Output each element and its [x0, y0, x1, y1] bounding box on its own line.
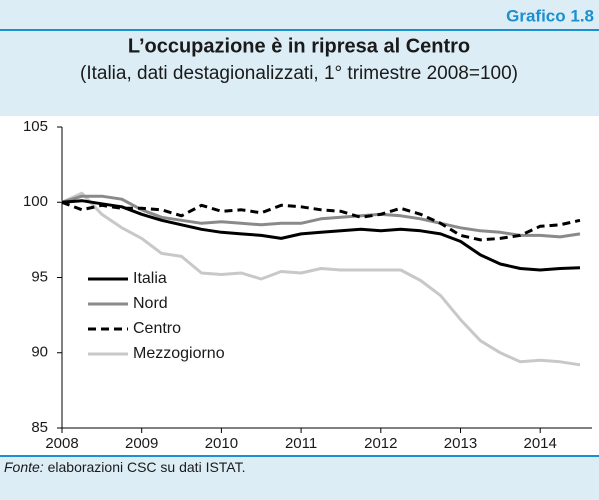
- y-tick-label: 90: [31, 344, 48, 361]
- series-line: [61, 194, 581, 239]
- x-tick-label: 2014: [524, 435, 557, 452]
- legend-label: Nord: [133, 295, 168, 312]
- y-tick-label: 85: [31, 419, 48, 436]
- x-tick-label: 2011: [285, 435, 317, 452]
- chart-title: L’occupazione è in ripresa al Centro: [128, 35, 470, 57]
- x-tick-label: 2013: [444, 435, 477, 452]
- x-tick-label: 2010: [205, 435, 238, 452]
- y-tick-label: 105: [23, 118, 48, 135]
- source: Fonte: elaborazioni CSC su dati ISTAT.: [4, 459, 246, 475]
- chart-subtitle: (Italia, dati destagionalizzati, 1° trim…: [80, 63, 518, 84]
- series-line: [61, 199, 581, 272]
- x-tick-label: 2009: [125, 435, 158, 452]
- y-tick-label: 100: [23, 193, 48, 210]
- legend-label: Mezzogiorno: [133, 345, 225, 362]
- legend-label: Italia: [133, 270, 167, 287]
- source-text: elaborazioni CSC su dati ISTAT.: [48, 459, 246, 475]
- source-label: Fonte:: [4, 459, 44, 475]
- legend-label: Centro: [133, 320, 181, 337]
- x-tick-label: 2008: [45, 435, 78, 452]
- series-line: [61, 191, 581, 367]
- figure-label: Grafico 1.8: [506, 6, 594, 25]
- y-tick-label: 95: [31, 268, 48, 285]
- plot-background: [0, 116, 599, 456]
- series-line: [61, 200, 581, 242]
- x-tick-label: 2012: [364, 435, 397, 452]
